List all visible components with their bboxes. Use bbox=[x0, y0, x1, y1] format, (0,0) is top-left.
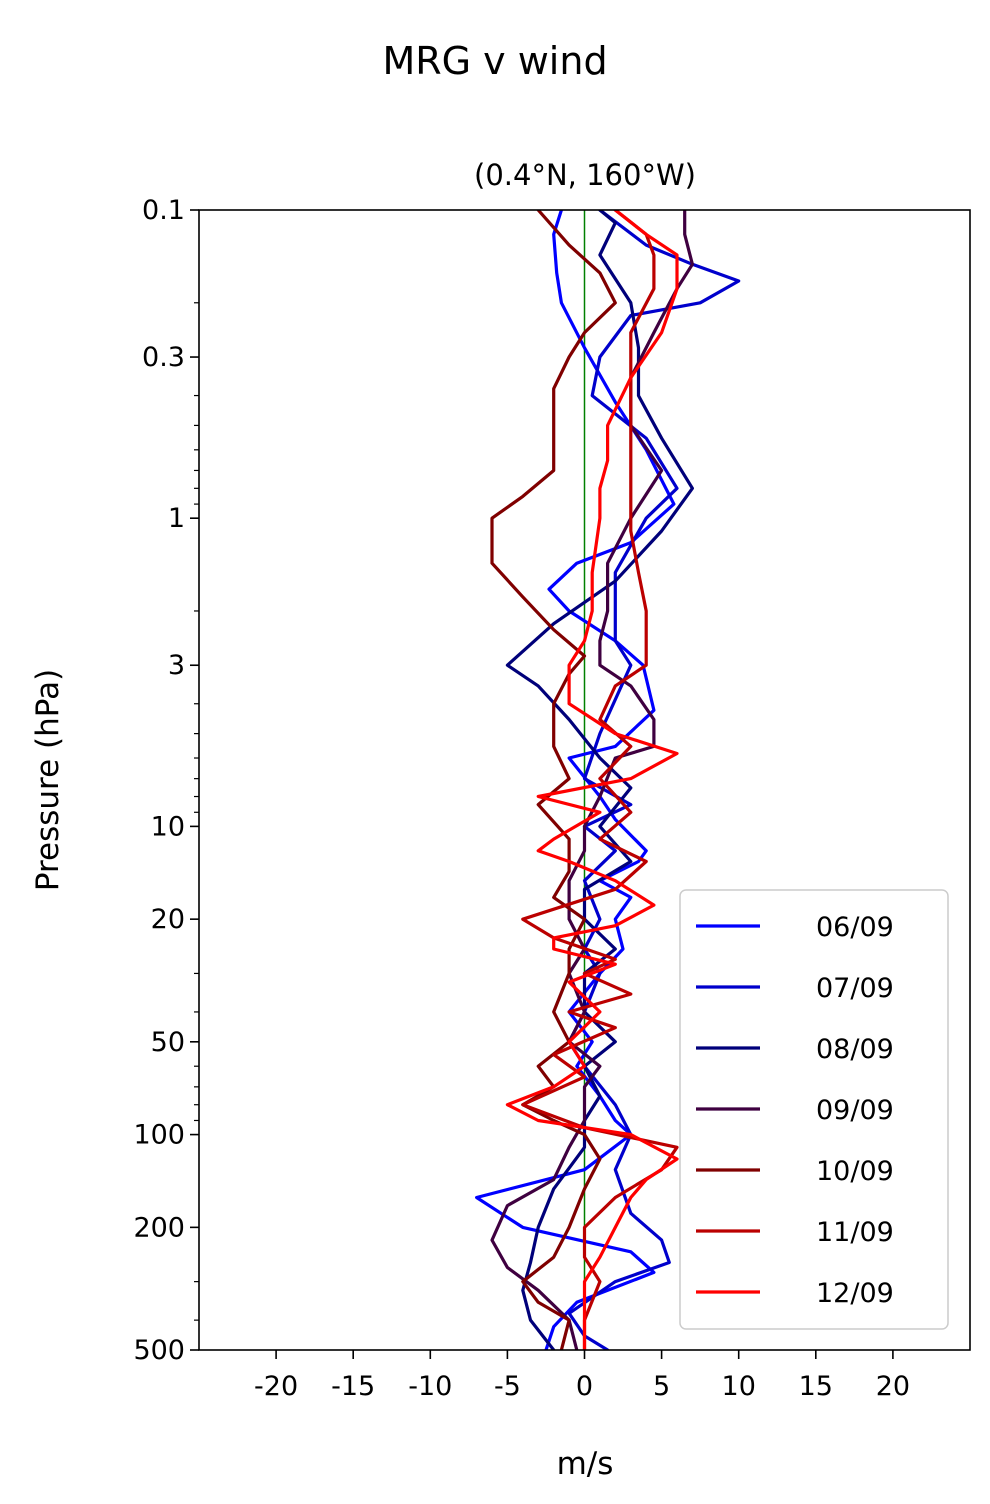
legend-label: 12/09 bbox=[816, 1278, 894, 1309]
legend-box bbox=[679, 889, 949, 1330]
y-tick-label: 10 bbox=[151, 811, 185, 842]
y-tick-label: 1 bbox=[168, 503, 185, 534]
x-tick-label: 15 bbox=[799, 1371, 833, 1402]
legend-label: 11/09 bbox=[816, 1217, 894, 1248]
series-line-1 bbox=[475, 210, 676, 1350]
legend-label: 09/09 bbox=[816, 1095, 894, 1126]
x-tick-label: 5 bbox=[653, 1371, 670, 1402]
y-tick-label: 0.1 bbox=[142, 195, 185, 226]
x-tick-label: -20 bbox=[254, 1371, 298, 1402]
x-tick-label: -15 bbox=[331, 1371, 375, 1402]
x-tick-label: -10 bbox=[408, 1371, 452, 1402]
series-line-7 bbox=[505, 210, 679, 1350]
y-tick-label: 3 bbox=[168, 650, 185, 681]
series-line-3 bbox=[505, 210, 694, 1350]
legend-label: 07/09 bbox=[816, 973, 894, 1004]
series-line-6 bbox=[521, 210, 679, 1350]
plot-frame bbox=[198, 209, 971, 1351]
y-tick-label: 0.3 bbox=[142, 342, 185, 373]
x-tick-label: 20 bbox=[876, 1371, 910, 1402]
x-tick-label: -5 bbox=[494, 1371, 521, 1402]
y-tick-label: 20 bbox=[151, 904, 185, 935]
series-line-5 bbox=[490, 210, 617, 1350]
y-tick-label: 500 bbox=[133, 1335, 185, 1366]
legend-label: 10/09 bbox=[816, 1156, 894, 1187]
x-tick-label: 10 bbox=[722, 1371, 756, 1402]
y-tick-label: 50 bbox=[151, 1027, 185, 1058]
series-line-4 bbox=[490, 210, 694, 1350]
legend-label: 06/09 bbox=[816, 912, 894, 943]
y-tick-label: 200 bbox=[133, 1212, 185, 1243]
legend-label: 08/09 bbox=[816, 1034, 894, 1065]
y-axis-label: Pressure (hPa) bbox=[30, 669, 66, 891]
x-axis-label: m/s bbox=[557, 1446, 614, 1482]
axes-title: (0.4°N, 160°W) bbox=[474, 158, 696, 192]
figure-suptitle: MRG v wind bbox=[382, 39, 607, 83]
x-tick-label: 0 bbox=[576, 1371, 593, 1402]
y-tick-label: 100 bbox=[133, 1120, 185, 1151]
